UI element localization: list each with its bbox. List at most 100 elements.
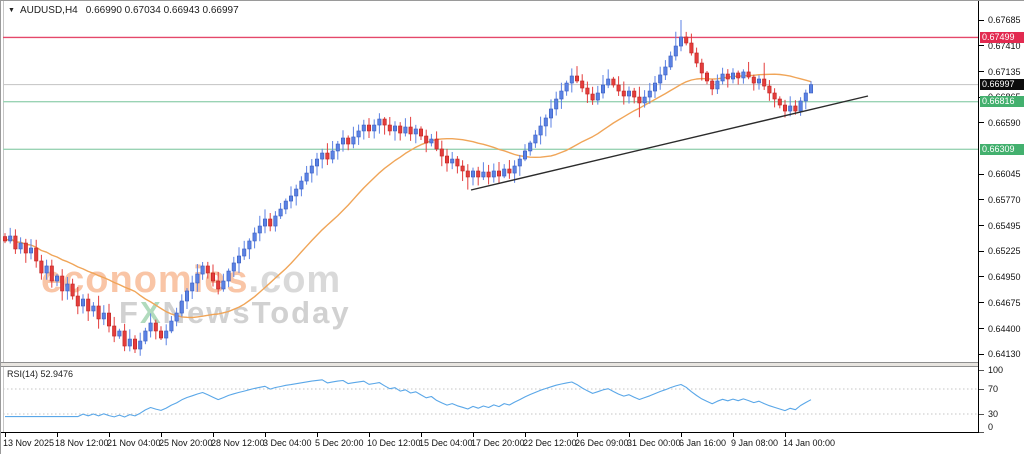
time-tick-label: 25 Nov 20:00 [159, 438, 213, 448]
bull-candle [756, 78, 761, 84]
rsi-line [5, 379, 812, 418]
price-tick-mark [979, 199, 984, 201]
bull-candle [678, 36, 683, 47]
time-tick-mark [369, 433, 370, 437]
time-tick-label: 26 Dec 09:00 [575, 438, 629, 448]
bull-candle [543, 117, 548, 127]
bear-candle [621, 90, 626, 97]
bear-candle [387, 124, 392, 132]
bear-candle [777, 98, 782, 106]
bull-candle [652, 82, 657, 92]
bear-candle [736, 72, 741, 79]
bear-candle [455, 158, 460, 167]
time-tick-mark [785, 433, 786, 437]
price-axis-border [978, 1, 979, 433]
bull-candle [569, 75, 574, 84]
bear-candle [585, 87, 590, 95]
bear-candle [699, 62, 704, 74]
price-tick-mark [979, 45, 984, 47]
bear-candle [689, 42, 694, 54]
bear-candle [13, 235, 18, 250]
watermark-fx-f: F [119, 295, 140, 330]
bear-candle [710, 80, 715, 90]
price-tick-mark [979, 328, 984, 330]
time-tick-mark [629, 433, 630, 437]
bear-candle [133, 338, 138, 350]
bear-candle [574, 75, 579, 82]
bear-candle [205, 265, 210, 274]
bull-candle [257, 225, 262, 234]
bull-candle [798, 100, 803, 112]
time-tick-label: 9 Jan 08:00 [731, 438, 779, 448]
bull-candle [361, 124, 366, 132]
time-axis-border [1, 432, 1024, 433]
bull-candle [803, 92, 808, 102]
ascending-trendline [470, 95, 869, 191]
bull-candle [413, 128, 418, 135]
bear-candle [434, 138, 439, 150]
time-tick-label: 3 Dec 04:00 [263, 438, 312, 448]
time-tick-label: 18 Nov 12:00 [55, 438, 109, 448]
price-tick-mark [979, 173, 984, 175]
time-tick-label: 6 Jan 16:00 [679, 438, 727, 448]
symbol-dropdown-icon[interactable]: ▼ [8, 7, 15, 14]
bear-candle [767, 85, 772, 94]
time-tick-label: 5 Dec 20:00 [315, 438, 364, 448]
bull-candle [517, 158, 522, 167]
bear-candle [616, 84, 621, 92]
watermark-tagline-rest: NewsToday [162, 295, 351, 330]
price-tick-label: 0.65770 [988, 194, 1021, 205]
resistance-price-badge: 0.67499 [980, 31, 1024, 43]
bull-candle [101, 312, 106, 320]
bull-candle [673, 45, 678, 57]
bear-candle [782, 104, 787, 112]
time-tick-mark [317, 433, 318, 437]
bull-candle [450, 158, 455, 164]
bull-candle [304, 172, 309, 182]
bear-candle [476, 170, 481, 178]
bull-candle [429, 138, 434, 144]
rsi-pane[interactable] [3, 379, 978, 418]
time-tick-mark [161, 433, 162, 437]
bull-candle [663, 66, 668, 76]
bear-candle [439, 148, 444, 157]
bull-candle [730, 72, 735, 80]
time-tick-mark [213, 433, 214, 437]
time-axis[interactable]: 13 Nov 2025 18 Nov 12:00 21 Nov 04:00 25 No… [1, 433, 1024, 454]
pane-splitter[interactable] [1, 362, 978, 367]
price-tick-label: 0.64130 [988, 349, 1021, 359]
bear-candle [684, 36, 689, 44]
time-tick-label: 22 Dec 12:00 [523, 438, 577, 448]
time-tick-label: 31 Dec 00:00 [627, 438, 681, 448]
bull-candle [335, 143, 340, 152]
window-left-edge [3, 1, 4, 454]
bull-candle [564, 82, 569, 92]
bull-candle [720, 73, 725, 82]
bull-candle [377, 118, 382, 126]
rsi-tick-label: 100 [988, 365, 1004, 376]
bull-candle [283, 200, 288, 210]
bear-candle [762, 78, 767, 87]
time-tick-label: 13 Nov 2025 [3, 438, 55, 448]
bear-candle [112, 325, 117, 337]
bull-candle [294, 188, 299, 197]
price-axis[interactable]: 0.676850.674100.671350.668650.665900.660… [979, 1, 1024, 433]
bull-candle [340, 137, 345, 145]
bull-candle [512, 165, 517, 174]
symbol-timeframe: AUDUSD,H4 [19, 5, 78, 16]
bear-candle [746, 71, 751, 78]
bear-candle [122, 330, 127, 347]
bear-candle [49, 265, 54, 282]
main-chart-pane[interactable] [3, 20, 978, 356]
bull-candle [392, 125, 397, 132]
bear-candle [268, 218, 273, 227]
bull-candle [242, 248, 247, 257]
bear-candle [86, 298, 91, 312]
bear-candle [590, 93, 595, 101]
bull-candle [164, 330, 169, 339]
bull-candle [117, 330, 122, 337]
bull-candle [600, 84, 605, 94]
bull-candle [18, 242, 23, 250]
bear-candle [23, 242, 28, 254]
